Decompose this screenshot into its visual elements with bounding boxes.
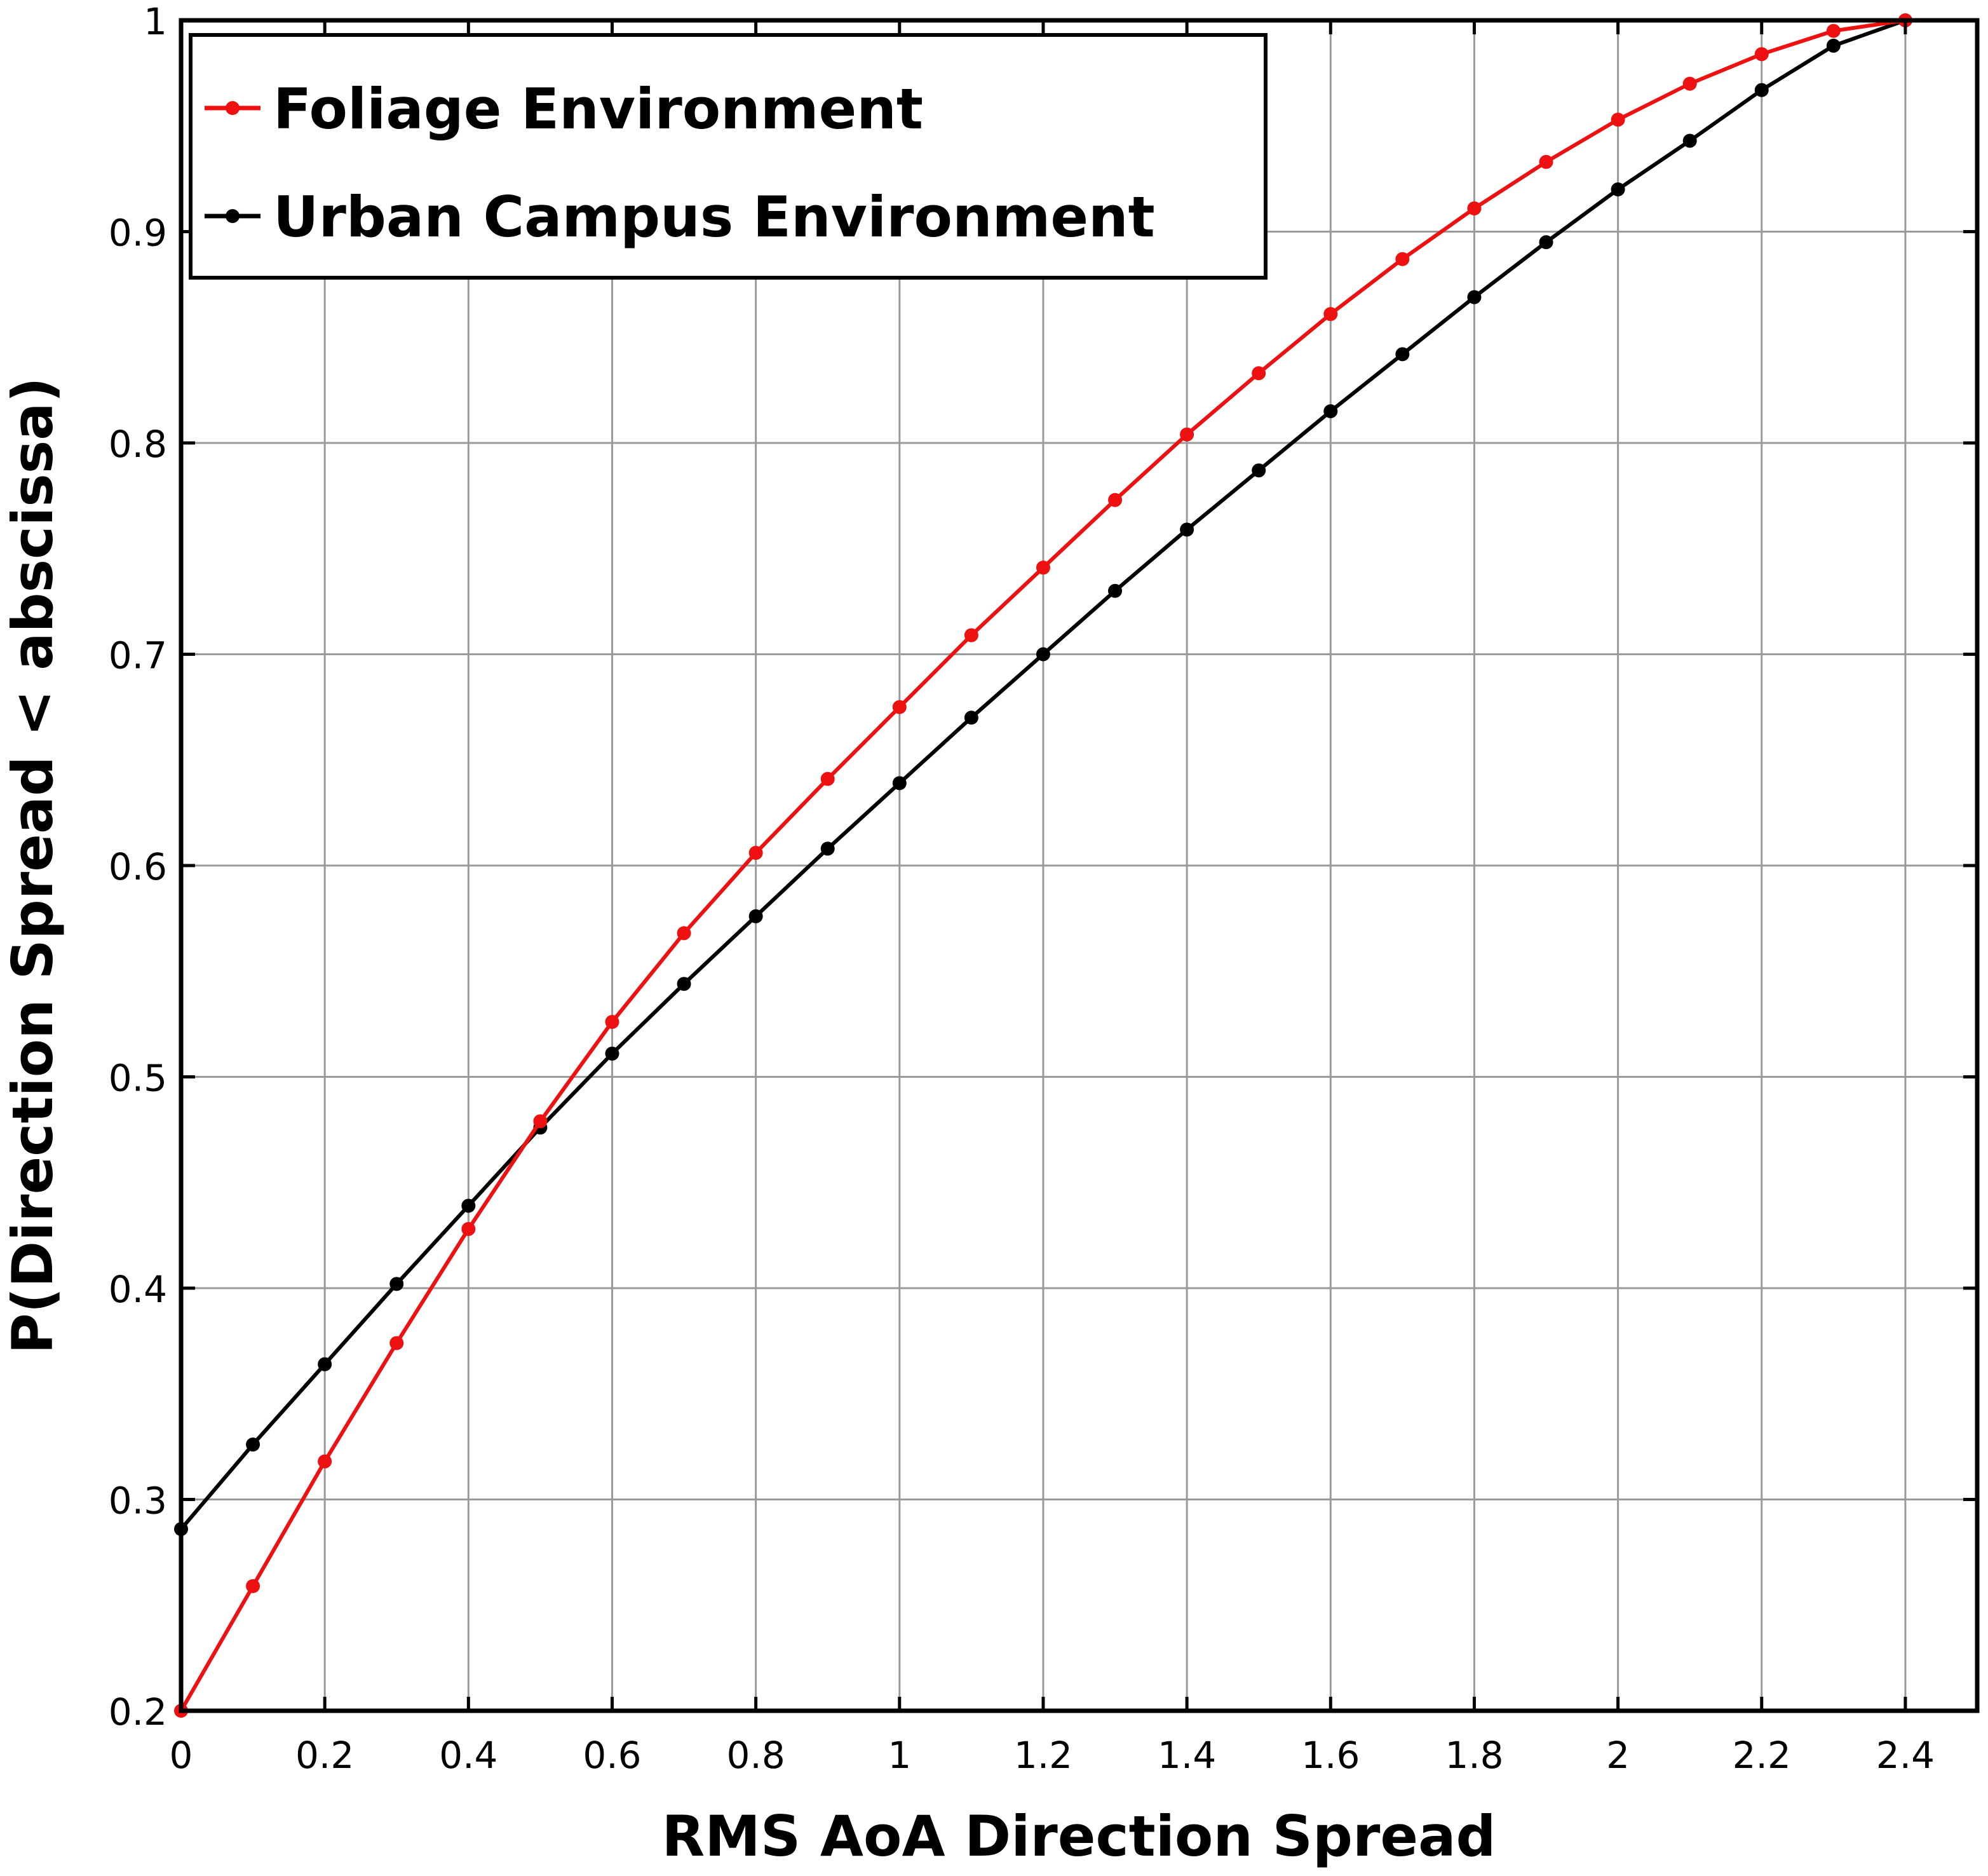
legend: Foliage Environment Urban Campus Environ…: [189, 33, 1268, 280]
x-tick-label: 1.4: [1158, 1734, 1216, 1777]
x-tick-label: 1.6: [1301, 1734, 1360, 1777]
data-point: [1252, 463, 1266, 478]
x-tick-label: 1.8: [1445, 1734, 1503, 1777]
legend-entry-foliage: Foliage Environment: [205, 76, 923, 142]
x-tick-label: 0.4: [439, 1734, 497, 1777]
data-point: [1395, 252, 1410, 266]
y-tick-label: 0.4: [109, 1268, 167, 1311]
data-point: [1108, 583, 1123, 598]
y-axis-title: P(Direction Spread < abscissa): [0, 377, 65, 1354]
data-point: [1826, 24, 1841, 38]
data-point: [964, 710, 978, 725]
data-point: [1682, 76, 1697, 91]
y-tick-label: 0.2: [109, 1690, 167, 1734]
data-point: [892, 700, 907, 714]
data-point: [246, 1438, 260, 1452]
data-point: [1682, 133, 1697, 148]
y-tick-label: 1: [144, 0, 167, 43]
data-point: [748, 909, 763, 923]
y-tick-label: 0.9: [109, 212, 167, 255]
data-point: [1467, 201, 1482, 215]
series-0: [174, 13, 1912, 1718]
data-point: [748, 846, 763, 860]
x-tick-label: 2.2: [1733, 1734, 1791, 1777]
data-point: [605, 1015, 619, 1030]
y-tick-label: 0.6: [109, 845, 167, 888]
data-point: [677, 977, 691, 991]
data-point: [389, 1336, 404, 1350]
data-point: [605, 1046, 619, 1061]
legend-entry-urban: Urban Campus Environment: [205, 184, 1155, 250]
x-tick-label: 0: [170, 1734, 193, 1777]
x-tick-label: 0.8: [727, 1734, 785, 1777]
y-tick-label: 0.3: [109, 1479, 167, 1523]
data-point: [533, 1114, 548, 1129]
data-point: [1611, 112, 1625, 127]
data-point: [677, 926, 691, 941]
data-point: [1036, 647, 1050, 662]
data-point: [318, 1357, 332, 1371]
data-point: [1395, 347, 1410, 362]
data-point: [1252, 366, 1266, 381]
data-point: [1754, 83, 1769, 97]
data-point: [1323, 307, 1338, 322]
y-tick-label: 0.7: [109, 634, 167, 677]
data-point: [820, 771, 835, 786]
data-point: [820, 841, 835, 856]
data-point: [1323, 404, 1338, 419]
data-point: [892, 776, 907, 791]
data-point: [1180, 522, 1194, 537]
x-tick-label: 2: [1606, 1734, 1630, 1777]
data-point: [318, 1454, 332, 1469]
data-point: [1467, 290, 1482, 304]
data-point: [246, 1579, 260, 1593]
legend-marker-foliage: [226, 101, 240, 115]
x-tick-label: 1: [888, 1734, 911, 1777]
data-point: [1611, 182, 1625, 196]
data-point: [1826, 38, 1841, 53]
data-point: [964, 628, 978, 642]
x-tick-label: 1.2: [1014, 1734, 1072, 1777]
legend-box: [189, 33, 1268, 280]
x-tick-label: 0.6: [583, 1734, 641, 1777]
data-point: [389, 1277, 404, 1291]
data-point: [1539, 154, 1553, 169]
ticks: [179, 18, 1977, 1713]
data-point: [461, 1199, 476, 1213]
tick-labels: 0 0.2 0.4 0.6 0.8 1 1.2 1.4 1.6 1.8 2 2.2 2.40.20.30…: [109, 0, 1935, 1777]
x-tick-label: 0.2: [295, 1734, 354, 1777]
legend-label-urban: Urban Campus Environment: [273, 184, 1155, 250]
x-axis-title: RMS AoA Direction Spread: [662, 1804, 1496, 1869]
series-layer: [174, 13, 1912, 1718]
x-tick-label: 2.4: [1876, 1734, 1935, 1777]
legend-marker-urban: [226, 209, 240, 223]
data-point: [1108, 493, 1123, 507]
data-point: [1180, 427, 1194, 442]
data-point: [1754, 47, 1769, 62]
y-tick-label: 0.8: [109, 423, 167, 466]
data-point: [461, 1221, 476, 1236]
y-tick-label: 0.5: [109, 1057, 167, 1100]
series-1: [174, 13, 1912, 1537]
data-point: [1539, 235, 1553, 250]
legend-label-foliage: Foliage Environment: [273, 76, 923, 142]
data-point: [1036, 561, 1050, 575]
